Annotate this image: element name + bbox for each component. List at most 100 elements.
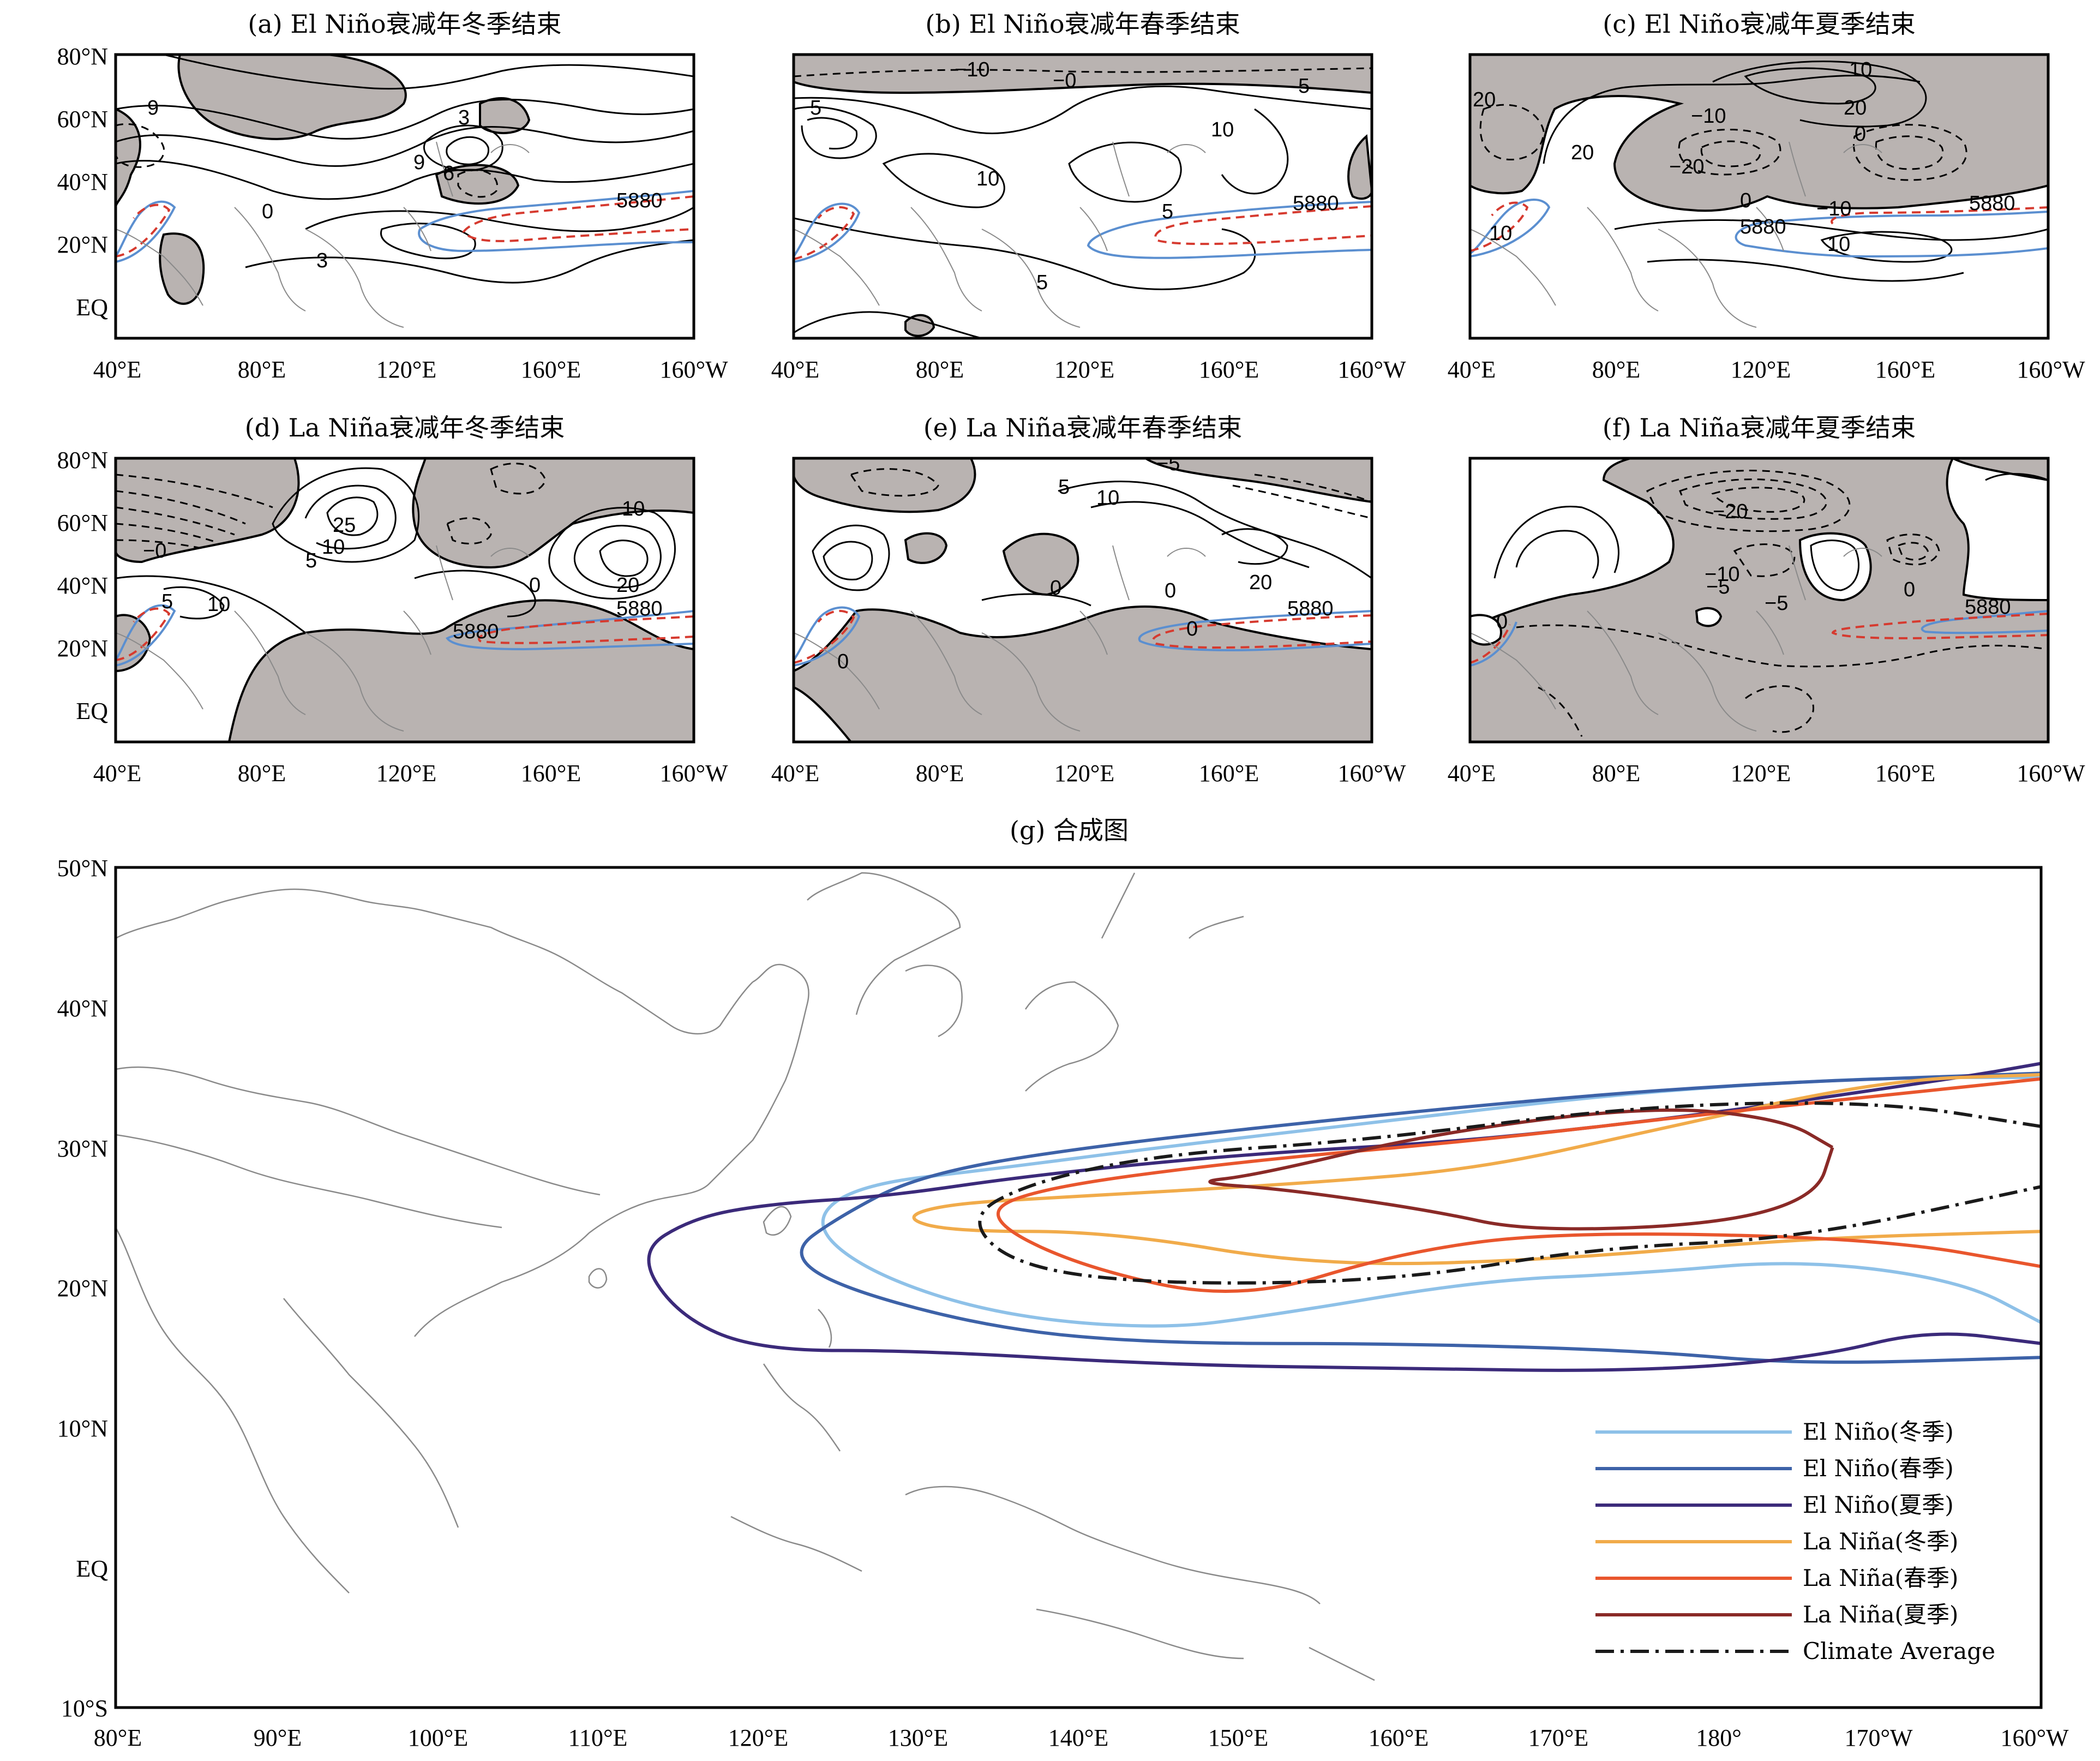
panel-b: (b) El Niño衰减年春季结束 (771, 9, 1406, 383)
svg-text:160°W: 160°W (1337, 760, 1406, 787)
panel-g: (g) 合成图 50°N 40°N 30°N 20°N 10°N EQ 10°S… (57, 816, 2069, 1751)
svg-text:20°N: 20°N (57, 635, 108, 662)
svg-text:0: 0 (1050, 577, 1061, 600)
svg-text:160°E: 160°E (521, 760, 581, 787)
svg-text:5: 5 (305, 549, 317, 572)
coastlines (116, 872, 1375, 1681)
svg-text:40°E: 40°E (93, 760, 141, 787)
svg-text:3: 3 (316, 249, 328, 272)
svg-text:−10: −10 (1691, 105, 1726, 128)
isoline-5880 (794, 201, 1372, 263)
svg-text:40°N: 40°N (57, 572, 108, 599)
svg-text:6: 6 (443, 162, 454, 185)
shaded-regions (1470, 458, 2048, 742)
legend-label: Climate Average (1803, 1638, 1995, 1664)
plot-frame (114, 53, 695, 340)
svg-text:5880: 5880 (1287, 597, 1334, 620)
isoline-5880 (116, 604, 694, 667)
svg-text:180°: 180° (1696, 1724, 1742, 1751)
coastlines (794, 141, 1206, 328)
svg-text:EQ: EQ (76, 1555, 108, 1582)
plot-frame (1468, 457, 2050, 744)
contours (1493, 472, 2048, 591)
svg-text:40°N: 40°N (57, 169, 108, 195)
svg-text:0: 0 (262, 200, 273, 223)
svg-text:120°E: 120°E (1731, 760, 1791, 787)
legend-label: El Niño(夏季) (1803, 1492, 1954, 1518)
contour-labels: −5 5 10 0 0 20 0 0 5880 (837, 452, 1334, 673)
svg-text:−20: −20 (1713, 500, 1748, 523)
series-line-7 (978, 1101, 2041, 1285)
svg-text:10: 10 (622, 498, 645, 520)
y-tick-labels: 80°N 60°N 40°N 20°N EQ (57, 447, 109, 724)
contours (116, 467, 676, 634)
series-line-4 (912, 1073, 2041, 1266)
svg-text:120°E: 120°E (1054, 760, 1114, 787)
svg-text:160°W: 160°W (659, 760, 728, 787)
panel-title: (b) El Niño衰减年春季结束 (925, 9, 1240, 39)
svg-text:10: 10 (1489, 222, 1512, 245)
panel-title: (a) El Niño衰减年冬季结束 (248, 9, 561, 39)
panel-title: (c) El Niño衰减年夏季结束 (1603, 9, 1915, 39)
coastlines (1470, 141, 1882, 328)
svg-text:−5: −5 (1765, 592, 1788, 615)
svg-text:0: 0 (529, 574, 541, 597)
series-line-3 (647, 1062, 2041, 1372)
contour-labels: −20 −10 −5 0 −5 0 5880 (1496, 500, 2011, 633)
svg-text:50°N: 50°N (57, 855, 108, 882)
x-tick-labels: 40°E 80°E 120°E 160°E 160°W (1448, 760, 2085, 787)
svg-text:5: 5 (810, 97, 821, 119)
svg-text:120°E: 120°E (376, 356, 436, 383)
svg-text:25: 25 (333, 514, 356, 537)
svg-text:40°E: 40°E (1448, 356, 1496, 383)
panel-title: (f) La Niña衰减年夏季结束 (1603, 413, 1916, 442)
svg-text:20°N: 20°N (57, 1275, 108, 1302)
svg-text:10: 10 (1096, 487, 1119, 510)
coastlines (1470, 545, 1882, 732)
svg-text:5: 5 (1162, 200, 1173, 223)
svg-text:−5: −5 (1706, 576, 1730, 598)
svg-text:10: 10 (1211, 118, 1234, 141)
svg-text:40°N: 40°N (57, 995, 108, 1022)
legend-label: La Niña(夏季) (1803, 1601, 1958, 1628)
svg-text:120°E: 120°E (1054, 356, 1114, 383)
contours (116, 55, 694, 284)
legend-label: El Niño(春季) (1803, 1455, 1954, 1482)
svg-text:80°E: 80°E (238, 356, 286, 383)
contours-negative (794, 67, 1372, 77)
svg-text:40°E: 40°E (771, 760, 819, 787)
svg-text:140°E: 140°E (1048, 1724, 1108, 1751)
x-tick-labels: 40°E 80°E 120°E 160°E 160°W (771, 356, 1406, 383)
shaded-regions (116, 55, 531, 305)
svg-text:90°E: 90°E (254, 1724, 302, 1751)
svg-text:9: 9 (413, 151, 425, 174)
svg-text:80°E: 80°E (1592, 356, 1640, 383)
x-tick-labels: 40°E 80°E 120°E 160°E 160°W (93, 760, 728, 787)
svg-text:80°E: 80°E (916, 760, 964, 787)
svg-text:120°E: 120°E (1731, 356, 1791, 383)
svg-text:−5: −5 (1156, 452, 1180, 475)
shaded-regions (794, 458, 1372, 742)
svg-text:160°E: 160°E (1875, 356, 1935, 383)
isoline-5880 (794, 606, 1372, 667)
svg-text:3: 3 (458, 106, 470, 129)
svg-text:−20: −20 (1669, 155, 1704, 178)
y-tick-labels: 50°N 40°N 30°N 20°N 10°N EQ 10°S (57, 855, 109, 1722)
svg-text:160°E: 160°E (1369, 1724, 1429, 1751)
contours (812, 481, 1372, 607)
legend-label: El Niño(冬季) (1803, 1418, 1954, 1445)
svg-text:110°E: 110°E (568, 1724, 628, 1751)
svg-text:0: 0 (1496, 610, 1508, 633)
series-line-6 (1208, 1108, 1834, 1231)
svg-text:160°W: 160°W (2017, 356, 2085, 383)
svg-text:20: 20 (1473, 88, 1496, 111)
panel-title: (d) La Niña衰减年冬季结束 (245, 413, 565, 442)
svg-text:120°E: 120°E (376, 760, 436, 787)
svg-text:10: 10 (976, 167, 999, 190)
coastlines (116, 141, 530, 328)
svg-text:20°N: 20°N (57, 231, 108, 258)
svg-text:9: 9 (147, 97, 159, 119)
svg-text:80°E: 80°E (1592, 760, 1640, 787)
contours (794, 85, 1372, 338)
